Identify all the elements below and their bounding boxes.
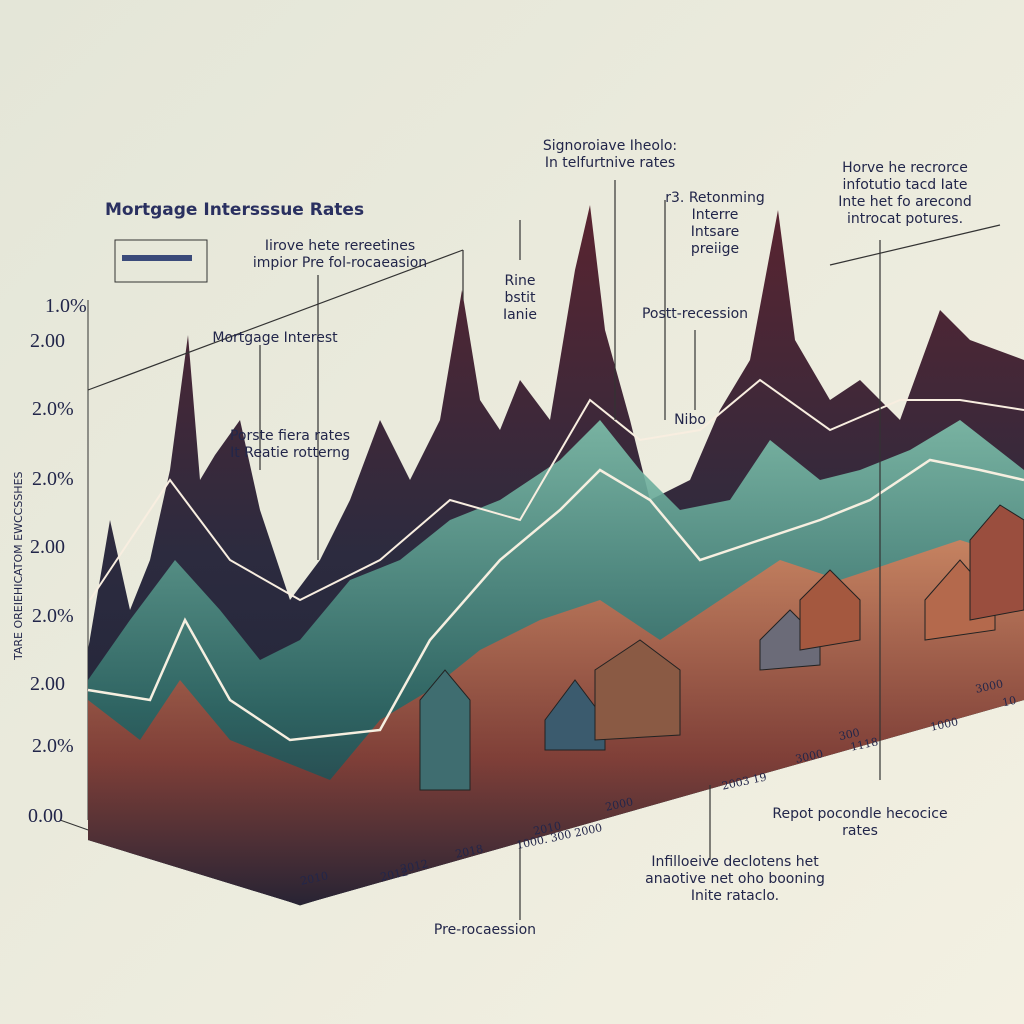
annotation: Pre-rocaession: [434, 922, 536, 938]
annotation: bstit: [504, 290, 536, 306]
y-label: 1.0%: [45, 295, 87, 317]
annotation: In telfurtnive rates: [545, 155, 675, 171]
title: Mortgage Intersssue Rates: [105, 200, 364, 220]
annotation: Inte het fo arecond: [838, 194, 972, 210]
annotation: infotutio tacd Iate: [843, 177, 968, 193]
annotation: Intsare: [691, 224, 739, 240]
trend-line: [89, 378, 1024, 602]
leader-lines: [87, 180, 1001, 920]
annotation: impior Pre fol-rocaeasion: [253, 255, 427, 271]
legend-box: [114, 239, 208, 283]
annotation: Mortgage Interest: [212, 330, 338, 346]
annotation: Postt-recession: [642, 306, 748, 322]
x-label: 2012: [379, 865, 409, 884]
x-label: 1118: [849, 735, 879, 754]
annotation: Infilloeive declotens het: [651, 854, 819, 870]
annotation: Interre: [692, 207, 739, 223]
annotation: preiige: [691, 241, 739, 257]
legend-swatch: [122, 255, 192, 261]
annotation: Iirove hete rereetines: [265, 238, 415, 254]
x-label: 10: [1001, 694, 1017, 710]
y-label: 0.00: [28, 805, 63, 827]
annotation: Rine: [504, 273, 535, 289]
annotation: anaotive net oho booning: [645, 871, 825, 887]
y-label: 2.0%: [32, 605, 74, 627]
annotation: Ianie: [503, 307, 537, 323]
x-label: 1000: [929, 715, 959, 734]
annotation: Inite rataclo.: [691, 888, 779, 904]
x-label: 2018: [454, 842, 484, 861]
x-label: 3000: [974, 677, 1004, 696]
y-label: 2.0%: [32, 468, 74, 490]
annotation: It Reatie rotterng: [230, 445, 350, 461]
houses: [419, 504, 1024, 791]
annotation: Repot pocondle hecocice: [772, 806, 947, 822]
y-axis-title: TARE OREIEHICATOM EWCCSSHES: [12, 471, 25, 661]
y-label: 2.00: [30, 673, 65, 695]
annotation: Nibo: [674, 412, 706, 428]
x-label: 2010: [299, 869, 329, 888]
y-label: 2.00: [30, 536, 65, 558]
annotation: r3. Retonming: [665, 190, 765, 206]
x-label: 3000: [794, 747, 824, 766]
y-label: 2.0%: [32, 398, 74, 420]
x-label: 2000: [604, 795, 634, 814]
annotation: introcat potures.: [847, 211, 963, 227]
y-label: 2.0%: [32, 735, 74, 757]
x-label: 2010: [532, 819, 562, 838]
annotation: Horve he recrorce: [842, 160, 968, 176]
y-label: 2.00: [30, 330, 65, 352]
annotation: Porste fiera rates: [230, 428, 350, 444]
annotation: rates: [842, 823, 878, 839]
x-label: 300: [838, 726, 861, 743]
x-label: 2012: [399, 857, 429, 876]
annotation: Signoroiave Iheolo:: [543, 138, 677, 154]
